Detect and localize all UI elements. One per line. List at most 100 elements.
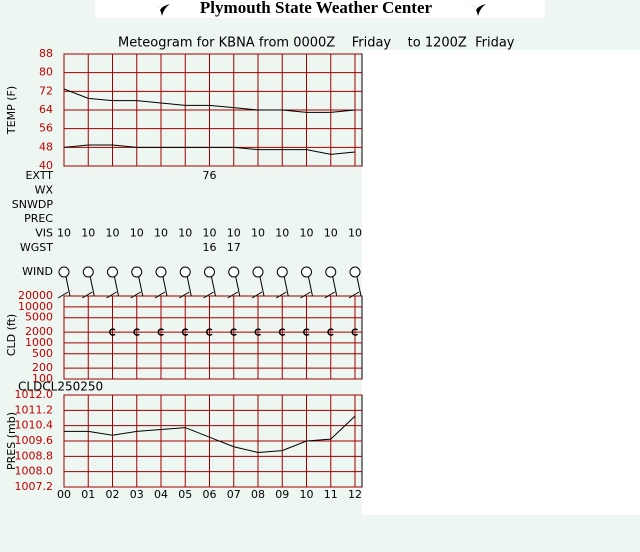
y-tick-label: 1007.2	[15, 480, 54, 493]
wind-station	[131, 266, 143, 278]
wind-staff	[186, 276, 192, 297]
row-value: 10	[348, 227, 362, 240]
wind-barb	[106, 291, 117, 299]
y-tick-label: 1011.2	[15, 403, 54, 416]
x-tick-label: 10	[300, 488, 314, 501]
x-tick-label: 12	[348, 488, 362, 501]
y-tick-label: 48	[39, 140, 53, 153]
wind-staff	[162, 276, 168, 297]
y-axis-title: CLD (ft)	[5, 314, 18, 356]
row-value: 10	[300, 227, 314, 240]
wind-staff	[235, 276, 241, 297]
y-tick-label: 10000	[18, 300, 53, 313]
wind-barb	[227, 291, 239, 299]
wind-station	[276, 266, 288, 278]
wind-staff	[259, 276, 265, 297]
y-tick-label: 200	[32, 361, 53, 374]
y-tick-label: 500	[32, 347, 53, 360]
data-line	[64, 415, 356, 454]
wind-station	[155, 266, 167, 278]
y-tick-label: 1010.4	[15, 419, 54, 432]
wind-barb	[275, 291, 287, 299]
wind-staff	[211, 276, 216, 297]
wind-station	[325, 266, 337, 278]
wind-staff	[308, 276, 313, 297]
row-value: 10	[178, 227, 192, 240]
y-tick-label: 100	[32, 372, 53, 385]
blank-area	[362, 50, 640, 515]
y-tick-label: 20000	[18, 289, 53, 302]
y-tick-label: 1008.8	[15, 449, 54, 462]
row-value: 16	[203, 241, 217, 254]
y-tick-label: 64	[39, 103, 53, 116]
x-tick-label: 03	[130, 488, 144, 501]
row-value: 76	[203, 169, 217, 182]
x-tick-label: 06	[203, 488, 217, 501]
x-tick-label: 01	[81, 488, 95, 501]
wind-barb	[203, 291, 214, 299]
row-value: 10	[251, 227, 265, 240]
wind-barb	[348, 291, 360, 299]
cloud-marker	[181, 328, 189, 336]
row-label: PREC	[24, 212, 53, 225]
logo-right	[468, 2, 486, 16]
y-tick-label: 5000	[25, 311, 53, 324]
x-tick-label: 04	[154, 488, 168, 501]
cloud-marker	[327, 328, 334, 336]
wind-barb	[81, 291, 93, 299]
cloud-marker	[230, 328, 237, 336]
wind-station	[204, 266, 215, 278]
row-value: 10	[275, 227, 289, 240]
wind-station	[349, 266, 361, 278]
y-axis-title: TEMP (F)	[5, 86, 18, 135]
wind-barb	[300, 291, 311, 299]
y-axis-title: PRES (mb)	[5, 412, 18, 470]
wind-staff	[332, 276, 338, 297]
wind-staff	[356, 276, 362, 297]
wind-station	[228, 266, 240, 278]
x-tick-label: 05	[178, 488, 192, 501]
cloud-note: CLDCL250250	[18, 380, 103, 394]
wind-staff	[138, 276, 144, 297]
wind-barb	[130, 291, 142, 299]
wind-label: WIND	[22, 265, 53, 278]
x-tick-label: 07	[227, 488, 241, 501]
y-tick-label: 80	[39, 66, 53, 79]
wind-station	[301, 266, 312, 278]
row-label: WX	[35, 183, 54, 196]
row-value: 17	[227, 241, 241, 254]
y-tick-label: 1008.0	[15, 465, 54, 478]
cloud-marker	[109, 328, 116, 336]
wind-station	[82, 266, 94, 278]
wind-staff	[65, 276, 71, 297]
wind-barb	[178, 291, 190, 299]
row-value: 10	[154, 227, 168, 240]
data-line	[63, 88, 356, 113]
data-line	[63, 144, 356, 155]
row-label: EXTT	[25, 169, 53, 182]
row-value: 10	[81, 227, 95, 240]
cloud-marker	[278, 328, 286, 336]
cloud-marker	[351, 328, 359, 336]
y-tick-label: 1000	[25, 336, 53, 349]
y-tick-label: 1012.0	[15, 388, 54, 401]
logo-left	[152, 2, 170, 16]
row-label: WGST	[20, 241, 53, 254]
row-value: 10	[227, 227, 241, 240]
y-tick-label: 88	[39, 47, 53, 60]
wind-barb	[324, 291, 336, 299]
row-label: SNWDP	[12, 198, 54, 211]
cloud-marker	[206, 328, 213, 336]
wind-staff	[283, 276, 289, 297]
wind-station	[107, 266, 118, 278]
x-tick-label: 00	[57, 488, 71, 501]
y-tick-label: 72	[39, 84, 53, 97]
wind-barb	[251, 291, 263, 299]
wind-staff	[114, 276, 119, 297]
cloud-marker	[133, 328, 140, 336]
wind-station	[58, 266, 70, 278]
x-tick-label: 08	[251, 488, 265, 501]
row-value: 10	[324, 227, 338, 240]
wind-station	[179, 266, 191, 278]
